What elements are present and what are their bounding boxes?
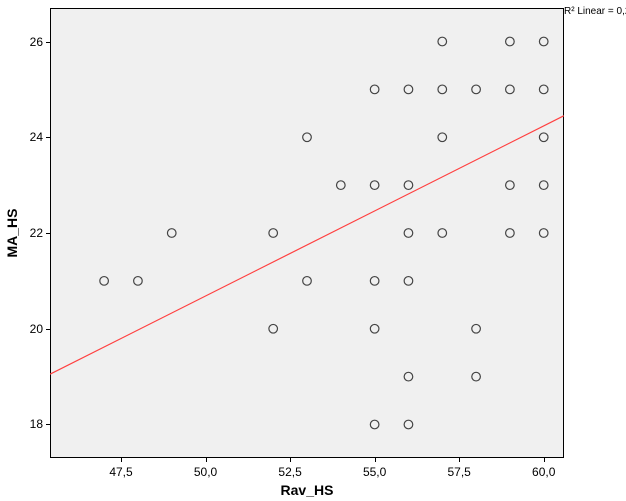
data-point: [269, 324, 278, 333]
x-tick-mark: [544, 458, 545, 462]
data-point: [100, 277, 109, 286]
x-tick-mark: [121, 458, 122, 462]
data-point: [539, 37, 548, 46]
data-point: [506, 85, 515, 94]
data-point: [370, 420, 379, 429]
data-point: [370, 85, 379, 94]
x-tick-mark: [206, 458, 207, 462]
data-point: [539, 181, 548, 190]
x-tick-label: 47,5: [109, 465, 132, 479]
data-point: [404, 277, 413, 286]
data-point: [472, 324, 481, 333]
y-tick-label: 26: [30, 35, 43, 49]
y-tick-label: 22: [30, 226, 43, 240]
x-tick-mark: [375, 458, 376, 462]
data-point: [404, 372, 413, 381]
x-axis-label: Rav_HS: [281, 482, 334, 498]
data-point: [303, 133, 312, 142]
x-tick-label: 52,5: [278, 465, 301, 479]
y-tick-mark: [46, 42, 50, 43]
data-point: [539, 133, 548, 142]
y-tick-label: 24: [30, 130, 43, 144]
data-point: [472, 85, 481, 94]
x-tick-label: 55,0: [363, 465, 386, 479]
data-point: [370, 277, 379, 286]
data-point: [539, 85, 548, 94]
y-tick-label: 20: [30, 322, 43, 336]
x-tick-label: 50,0: [194, 465, 217, 479]
y-tick-mark: [46, 137, 50, 138]
data-point: [167, 229, 176, 238]
data-point: [438, 85, 447, 94]
data-point: [269, 229, 278, 238]
y-tick-mark: [46, 233, 50, 234]
x-tick-mark: [459, 458, 460, 462]
r-squared-annotation: R² Linear = 0,233: [564, 6, 626, 17]
y-tick-mark: [46, 424, 50, 425]
regression-line: [50, 116, 564, 375]
data-point: [506, 229, 515, 238]
data-point: [404, 181, 413, 190]
scatter-chart: R² Linear = 0,233 MA_HS Rav_HS 18 20 22 24 2…: [0, 0, 626, 501]
y-axis-label: MA_HS: [4, 208, 20, 257]
data-point: [404, 85, 413, 94]
data-point: [370, 181, 379, 190]
data-point: [303, 277, 312, 286]
data-point: [134, 277, 143, 286]
data-point: [438, 133, 447, 142]
data-point: [472, 372, 481, 381]
data-point: [438, 229, 447, 238]
y-tick-mark: [46, 329, 50, 330]
x-tick-label: 60,0: [532, 465, 555, 479]
x-tick-mark: [290, 458, 291, 462]
data-point: [404, 229, 413, 238]
x-tick-label: 57,5: [447, 465, 470, 479]
data-point: [506, 181, 515, 190]
chart-svg: [0, 0, 626, 501]
data-point: [539, 229, 548, 238]
data-point: [404, 420, 413, 429]
data-point: [438, 37, 447, 46]
y-tick-label: 18: [30, 417, 43, 431]
data-point: [506, 37, 515, 46]
data-point: [370, 324, 379, 333]
data-point: [337, 181, 346, 190]
